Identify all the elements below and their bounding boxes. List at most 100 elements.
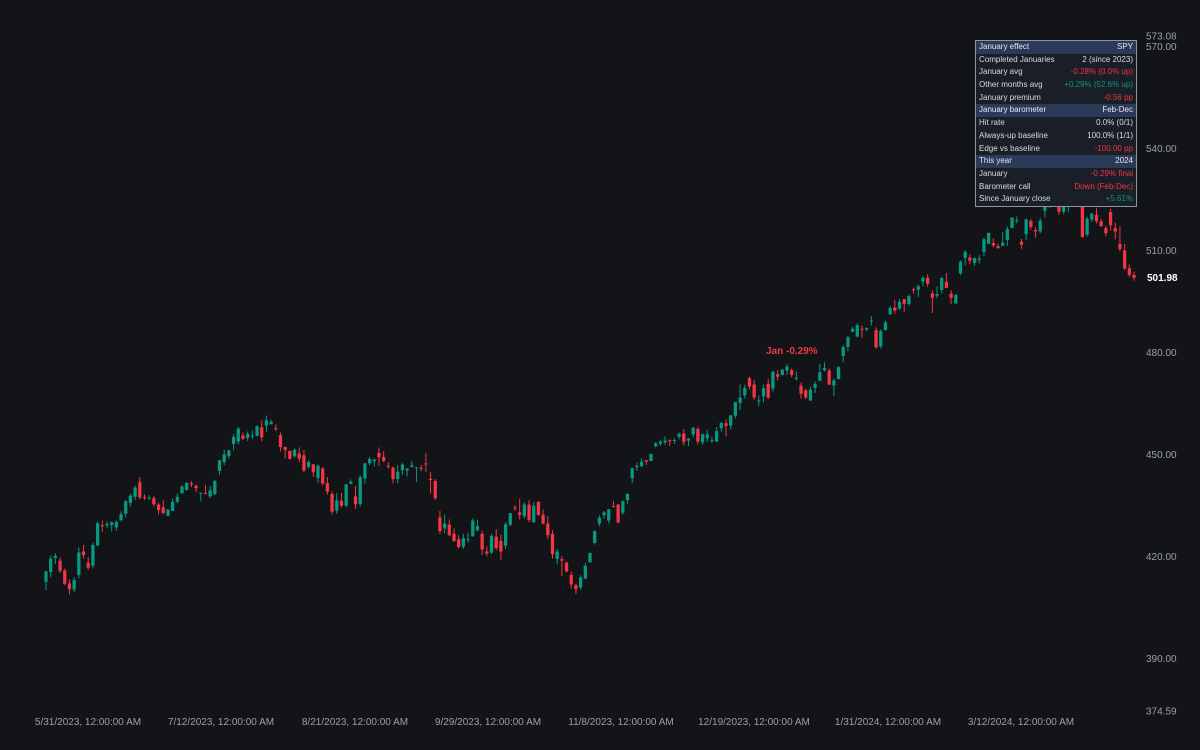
candle-down <box>241 435 245 439</box>
candle-down <box>100 525 104 527</box>
candle-down <box>550 533 555 555</box>
candle-down <box>382 456 386 462</box>
stats-row: Other months avg +0.29% (52.6% up) <box>976 79 1136 92</box>
y-tick-label: 480.00 <box>1146 348 1177 359</box>
candle-up <box>306 462 311 467</box>
candle-down <box>428 478 433 481</box>
candle-up <box>986 232 991 244</box>
candle-up <box>147 497 151 499</box>
candle-up <box>738 397 742 403</box>
candle-up <box>222 454 226 463</box>
x-tick-label: 8/21/2023, 12:00:00 AM <box>302 717 408 728</box>
candle-down <box>424 463 428 465</box>
candle-down <box>1104 228 1108 234</box>
candle-down <box>527 504 531 520</box>
candle-down <box>1108 212 1113 226</box>
stats-value: SPY <box>1116 42 1133 51</box>
y-range-min-label: 374.59 <box>1146 707 1177 718</box>
candle-up <box>213 481 217 495</box>
candle-down <box>152 498 156 505</box>
x-tick-label: 1/31/2024, 12:00:00 AM <box>835 717 941 728</box>
y-axis: 573.08 374.59 390.00 420.00 450.00 480.00 510.… <box>1146 32 1177 718</box>
candle-down <box>569 574 573 585</box>
candle-down <box>339 500 344 506</box>
stats-label: Hit rate <box>979 118 1005 128</box>
candle-up <box>442 523 447 529</box>
candle-up <box>396 471 400 480</box>
last-price-label: 501.98 <box>1147 273 1178 284</box>
stats-row: Since January close +5.61% <box>976 193 1136 206</box>
candle-up <box>466 539 470 541</box>
stats-value: Down (Feb-Dec) <box>1074 181 1133 191</box>
candle-down <box>541 514 545 524</box>
candle-up <box>780 369 784 375</box>
candle-down <box>1033 230 1038 232</box>
candle-up <box>170 501 175 512</box>
candle-up <box>292 449 297 457</box>
candle-up <box>95 523 100 546</box>
candle-up <box>691 427 695 435</box>
candles-layer <box>44 193 1136 595</box>
stats-label: Always-up baseline <box>979 130 1048 140</box>
january-effect-panel: January effect SPY Completed Januaries 2 (s… <box>975 40 1137 207</box>
candle-up <box>105 523 109 526</box>
stats-row: Always-up baseline 100.0% (1/1) <box>976 130 1136 143</box>
candle-up <box>654 443 658 447</box>
candle-down <box>930 293 934 298</box>
candle-up <box>597 517 602 524</box>
stats-header-row: January barometer Feb-Dec <box>976 104 1136 118</box>
candle-up <box>264 420 269 426</box>
candle-down <box>860 328 864 330</box>
stats-row: Barometer call Down (Feb-Dec) <box>976 181 1136 194</box>
stats-label: January barometer <box>979 105 1047 115</box>
candle-up <box>808 389 813 401</box>
candle-up <box>72 580 76 590</box>
candle-up <box>77 552 81 575</box>
candle-up <box>185 483 189 490</box>
x-tick-label: 9/29/2023, 12:00:00 AM <box>435 717 541 728</box>
x-tick-label: 7/12/2023, 12:00:00 AM <box>168 717 274 728</box>
stats-row: January -0.29% final <box>976 168 1136 181</box>
candle-down <box>391 467 395 480</box>
candle-up <box>916 286 920 290</box>
candle-up <box>719 422 723 429</box>
candle-up <box>639 461 644 467</box>
y-tick-label: 450.00 <box>1146 450 1177 461</box>
candle-down <box>616 504 620 523</box>
candle-down <box>325 483 330 492</box>
candle-down <box>991 243 995 246</box>
candle-down <box>330 494 334 512</box>
candle-up <box>907 296 911 305</box>
candle-down <box>81 551 86 556</box>
candle-up <box>128 495 133 503</box>
candle-down <box>297 453 301 459</box>
candle-up <box>1015 220 1019 222</box>
candle-down <box>1019 241 1024 245</box>
candle-down <box>926 277 930 284</box>
candle-up <box>367 458 372 464</box>
candle-down <box>574 585 578 590</box>
candle-down <box>189 483 194 485</box>
candle-up <box>607 509 611 521</box>
candle-up <box>677 433 681 437</box>
candle-down <box>944 281 949 288</box>
candle-down <box>996 246 1000 249</box>
stats-value: 2 (since 2023) <box>1082 54 1133 64</box>
candle-up <box>53 555 58 558</box>
candle-up <box>227 450 231 456</box>
candle-down <box>438 517 442 532</box>
candle-up <box>822 367 827 371</box>
stats-label: Barometer call <box>979 181 1031 191</box>
candle-down <box>893 307 897 311</box>
candle-up <box>246 433 250 438</box>
candle-up <box>865 328 869 330</box>
candle-up <box>1062 204 1066 212</box>
candle-up <box>410 465 414 468</box>
candle-down <box>433 481 437 499</box>
candle-up <box>522 504 526 517</box>
candle-up <box>236 428 240 442</box>
candle-up <box>836 367 841 380</box>
candle-up <box>175 496 179 502</box>
candle-up <box>119 514 123 521</box>
